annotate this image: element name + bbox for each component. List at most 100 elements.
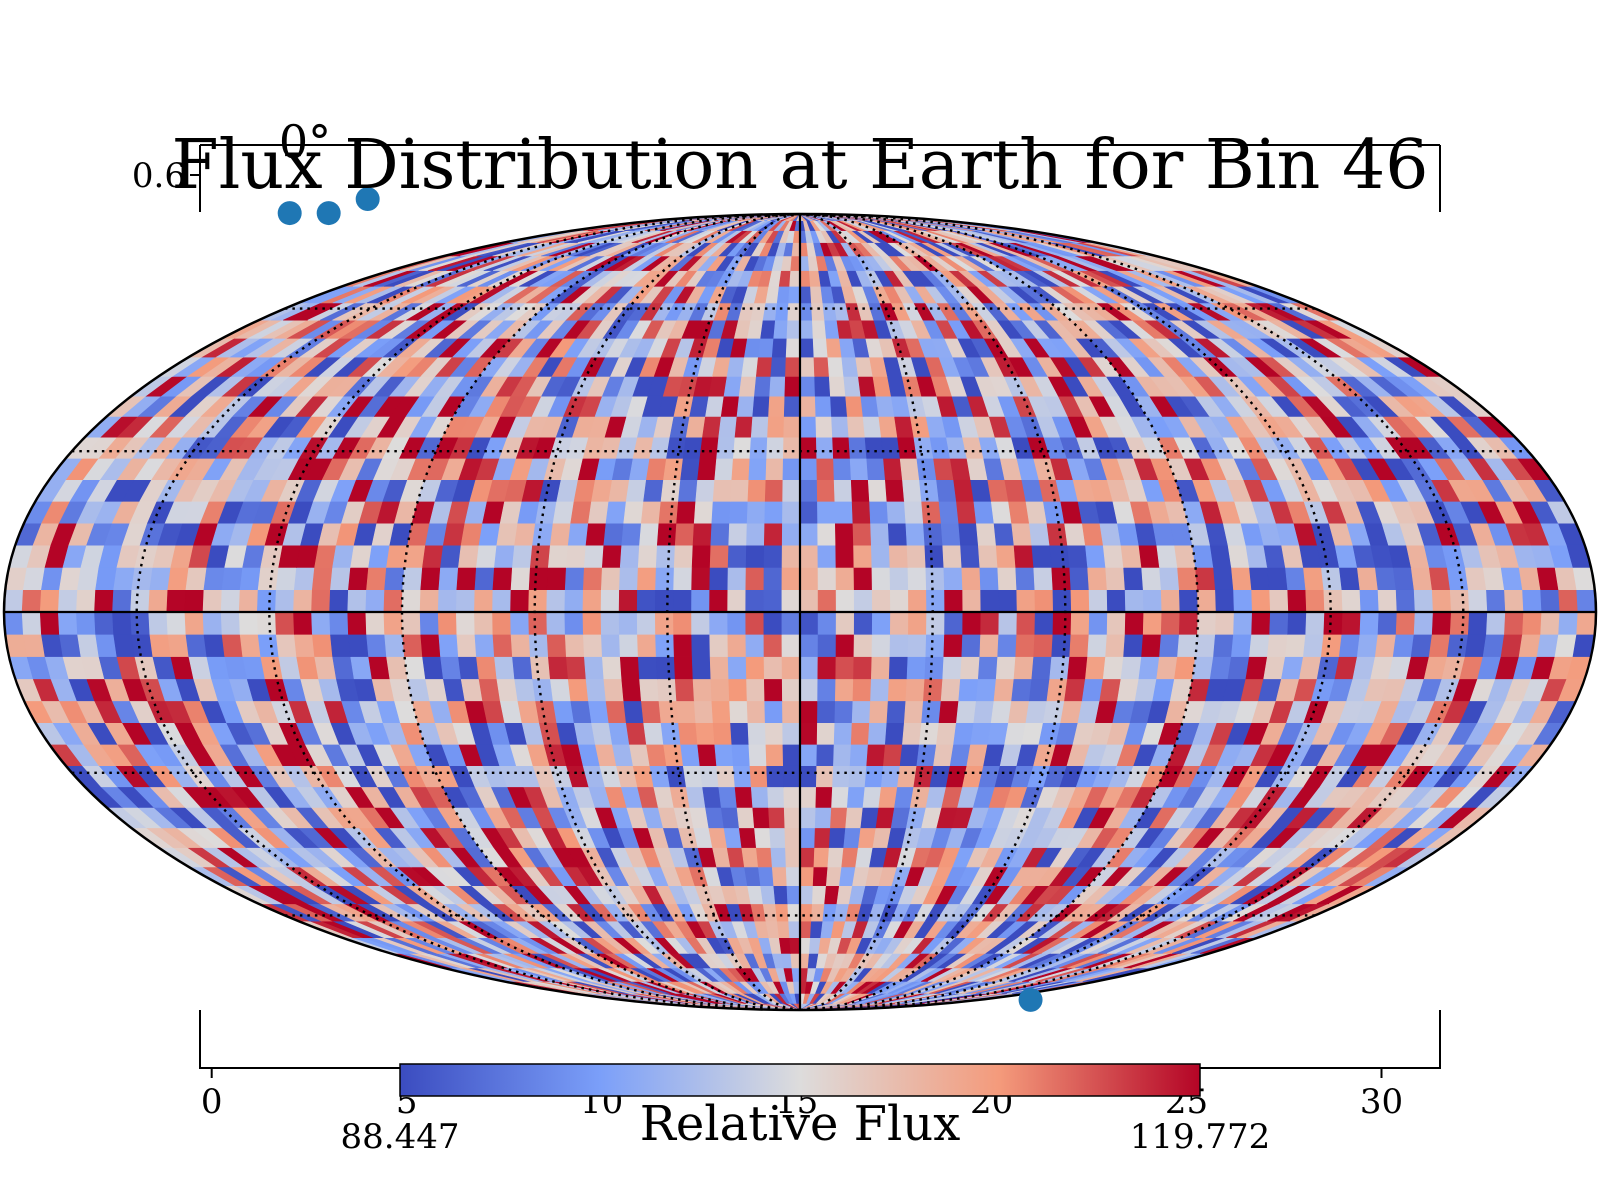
flux-pixel xyxy=(438,633,459,657)
flux-pixel xyxy=(1287,589,1307,613)
flux-pixel xyxy=(404,656,426,680)
meridian-label: 0° xyxy=(279,115,331,169)
flux-pixel xyxy=(1320,633,1343,657)
flux-pixel xyxy=(585,678,607,702)
flux-pixel xyxy=(1410,567,1433,591)
flux-pixel xyxy=(833,479,853,502)
flux-pixel xyxy=(149,567,172,591)
flux-pixel xyxy=(778,270,792,287)
flux-pixel xyxy=(623,500,644,524)
flux-pixel xyxy=(1177,567,1198,591)
flux-pixel xyxy=(835,633,855,657)
flux-pixel xyxy=(887,522,908,546)
flux-pixel xyxy=(705,395,725,417)
flux-pixel xyxy=(799,270,811,287)
flux-pixel xyxy=(817,522,837,546)
flux-pixel xyxy=(712,479,733,502)
flux-pixel xyxy=(850,479,870,502)
flux-pixel xyxy=(1323,611,1344,635)
flux-pixel xyxy=(757,866,775,887)
flux-pixel xyxy=(1051,567,1072,591)
flux-pixel xyxy=(943,633,963,657)
flux-pixel xyxy=(921,500,942,524)
flux-pixel xyxy=(783,395,801,417)
flux-pixel xyxy=(656,522,677,546)
flux-pixel xyxy=(789,270,801,287)
flux-pixel xyxy=(831,416,850,438)
flux-pixel xyxy=(1305,589,1325,613)
flux-pixel xyxy=(773,885,789,905)
flux-pixel xyxy=(812,866,829,887)
flux-pixel xyxy=(1413,611,1434,635)
flux-pixel xyxy=(782,500,801,524)
flux-pixel xyxy=(782,700,801,724)
flux-pixel xyxy=(458,544,480,568)
flux-pixel xyxy=(4,611,24,635)
flux-pixel xyxy=(817,500,836,524)
flux-pixel xyxy=(1102,656,1124,680)
flux-pixel xyxy=(1160,589,1181,613)
flux-pixel xyxy=(131,633,154,657)
flux-pixel xyxy=(608,479,630,502)
flux-pixel xyxy=(404,544,426,568)
flux-pixel xyxy=(752,395,770,417)
flux-pixel xyxy=(903,500,924,524)
flux-pixel xyxy=(781,656,801,680)
flux-pixel xyxy=(1197,589,1217,613)
flux-pixel xyxy=(714,457,734,481)
x-tick-label: 0 xyxy=(201,1082,223,1122)
flux-pixel xyxy=(799,589,819,613)
flux-pixel xyxy=(1156,656,1178,680)
flux-pixel xyxy=(848,765,868,788)
flux-pixel xyxy=(835,611,855,635)
flux-pixel xyxy=(293,633,315,657)
flux-pixel xyxy=(329,589,349,613)
flux-pixel xyxy=(815,436,834,459)
flux-pixel xyxy=(420,633,441,657)
flux-pixel xyxy=(770,847,787,868)
flux-pixel xyxy=(799,866,815,887)
flux-pixel xyxy=(816,457,835,481)
flux-pixel xyxy=(113,633,136,657)
flux-pixel xyxy=(884,722,905,745)
flux-pixel xyxy=(699,765,720,788)
flux-pixel xyxy=(905,522,926,546)
flux-pixel xyxy=(899,457,920,481)
flux-pixel xyxy=(130,589,151,613)
flux-pixel xyxy=(1178,589,1199,613)
flux-pixel xyxy=(783,807,801,829)
flux-pixel xyxy=(293,589,313,613)
flux-pixel xyxy=(936,479,957,502)
flux-pixel xyxy=(330,567,351,591)
flux-pixel xyxy=(960,544,981,568)
flux-pixel xyxy=(1106,611,1126,635)
flux-pixel xyxy=(833,743,852,767)
flux-pixel xyxy=(76,611,96,635)
flux-pixel xyxy=(728,522,748,546)
flux-pixel xyxy=(1124,611,1145,635)
flux-pixel xyxy=(239,633,262,657)
flux-pixel xyxy=(1285,633,1307,657)
flux-pixel xyxy=(764,700,783,724)
flux-pixel xyxy=(787,903,801,922)
flux-pixel xyxy=(953,479,975,502)
flux-pixel xyxy=(799,786,817,808)
flux-pixel xyxy=(734,416,754,438)
flux-pixel xyxy=(709,656,730,680)
flux-pixel xyxy=(862,416,882,438)
flux-pixel xyxy=(816,479,836,502)
flux-pixel xyxy=(1410,633,1433,657)
flux-pixel xyxy=(474,633,495,657)
flux-pixel xyxy=(977,656,999,680)
flux-pixel xyxy=(938,700,960,724)
flux-pixel xyxy=(474,611,494,635)
flux-pixel xyxy=(1233,589,1253,613)
flux-pixel xyxy=(529,656,551,680)
flux-pixel xyxy=(1087,633,1108,657)
flux-pixel xyxy=(980,611,1000,635)
flux-pixel xyxy=(601,544,623,568)
flux-pixel xyxy=(782,743,801,767)
flux-pixel xyxy=(776,285,790,304)
flux-pixel xyxy=(788,285,801,304)
flux-pixel xyxy=(666,436,687,459)
